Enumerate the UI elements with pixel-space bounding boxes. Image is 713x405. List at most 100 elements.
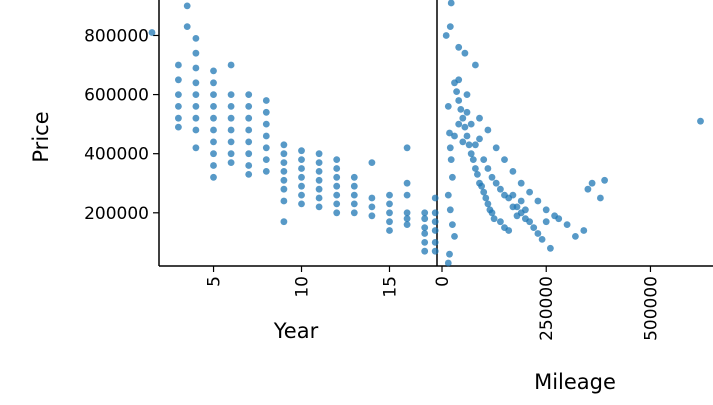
mileage-data-point (547, 244, 554, 252)
mileage-data-point (444, 103, 452, 110)
year-data-point (315, 185, 323, 193)
year-data-point (245, 126, 253, 134)
mileage-data-point (526, 218, 533, 226)
mileage-data-point (446, 144, 454, 152)
year-data-point (227, 114, 235, 122)
mileage-data-point (451, 233, 458, 240)
mileage-data-point (455, 76, 463, 84)
mileage-data-point (453, 88, 460, 95)
mileage-data-point (588, 179, 596, 187)
mileage-data-point (530, 224, 538, 232)
year-data-point (368, 194, 376, 202)
year-data-point (175, 91, 182, 98)
year-data-point (227, 126, 235, 134)
year-data-point (280, 168, 288, 175)
mileage-data-point (476, 135, 483, 143)
year-data-point (280, 141, 288, 149)
year-data-point (333, 173, 341, 181)
year-data-point (386, 218, 393, 226)
year-data-point (192, 114, 200, 122)
mileage-data-point (490, 215, 498, 223)
mileage-x-tick-label: 500000 (642, 276, 662, 341)
mileage-data-point (442, 32, 450, 39)
mileage-data-point (488, 173, 496, 181)
mileage-data-point (534, 230, 542, 237)
mileage-data-point (459, 138, 467, 146)
mileage-data-point (505, 227, 513, 234)
year-data-point (280, 197, 288, 205)
mileage-data-point (597, 194, 604, 202)
year-data-point (262, 156, 270, 164)
year-data-point (262, 168, 270, 175)
mileage-data-point (484, 126, 492, 134)
year-data-point (298, 191, 305, 199)
year-data-point (210, 162, 217, 169)
year-data-point (403, 221, 411, 229)
year-data-point (245, 150, 253, 158)
mileage-data-point (472, 61, 479, 69)
year-data-point (298, 182, 305, 190)
year-data-point (386, 191, 393, 199)
year-data-point (431, 227, 439, 234)
mileage-data-point (513, 212, 521, 220)
mileage-data-point (467, 150, 475, 158)
year-data-point (192, 64, 200, 72)
mileage-data-point (517, 179, 525, 187)
year-data-point (421, 209, 429, 217)
mileage-data-point (463, 91, 471, 98)
mileage-data-point (461, 123, 469, 131)
year-data-point (431, 247, 439, 255)
mileage-data-point (447, 0, 455, 7)
mileage-data-point (538, 236, 546, 243)
year-data-point (421, 224, 429, 232)
year-data-point (280, 150, 288, 158)
year-data-point (350, 209, 358, 217)
year-y-tick-label: 400000 (84, 145, 149, 165)
year-x-tick-label: 10 (293, 276, 313, 298)
mileage-data-point (488, 209, 496, 217)
mileage-data-point (459, 114, 467, 122)
mileage-data-point (446, 250, 453, 258)
year-data-point (333, 165, 341, 172)
year-data-point (431, 194, 439, 202)
year-data-point (262, 120, 270, 128)
mileage-data-point (509, 203, 517, 211)
mileage-data-point (465, 141, 473, 149)
mileage-x-tick-label: 250000 (537, 276, 557, 341)
mileage-panel-points (442, 0, 704, 267)
mileage-data-point (467, 120, 475, 128)
year-data-point (227, 91, 235, 98)
mileage-data-point (497, 185, 504, 193)
year-data-point (262, 144, 270, 152)
year-data-point (245, 171, 253, 178)
mileage-x-tick-label: 0 (433, 276, 453, 287)
year-data-point (192, 103, 200, 110)
year-data-point (431, 218, 439, 226)
year-data-point (175, 103, 182, 110)
mileage-data-point (461, 49, 469, 57)
mileage-data-point (497, 218, 504, 226)
mileage-data-point (697, 117, 704, 125)
year-data-point (350, 173, 358, 181)
mileage-data-point (482, 194, 490, 202)
year-data-point (421, 215, 429, 223)
year-data-point (350, 200, 358, 208)
year-data-point (210, 173, 217, 181)
year-data-point (298, 200, 305, 208)
year-x-tick-label: 5 (205, 276, 225, 287)
year-data-point (333, 200, 341, 208)
year-data-point (210, 79, 217, 87)
mileage-data-point (601, 176, 608, 184)
mileage-data-point (449, 221, 456, 229)
year-data-point (192, 91, 200, 98)
year-data-point (298, 165, 305, 172)
year-data-point (148, 29, 156, 36)
mileage-data-point (451, 132, 458, 140)
mileage-data-point (444, 191, 452, 199)
year-data-point (386, 227, 393, 234)
year-y-tick-label: 600000 (84, 86, 149, 106)
mileage-data-point (474, 171, 481, 178)
mileage-data-point (444, 259, 452, 267)
mileage-data-point (455, 97, 463, 104)
year-data-point (431, 209, 439, 217)
